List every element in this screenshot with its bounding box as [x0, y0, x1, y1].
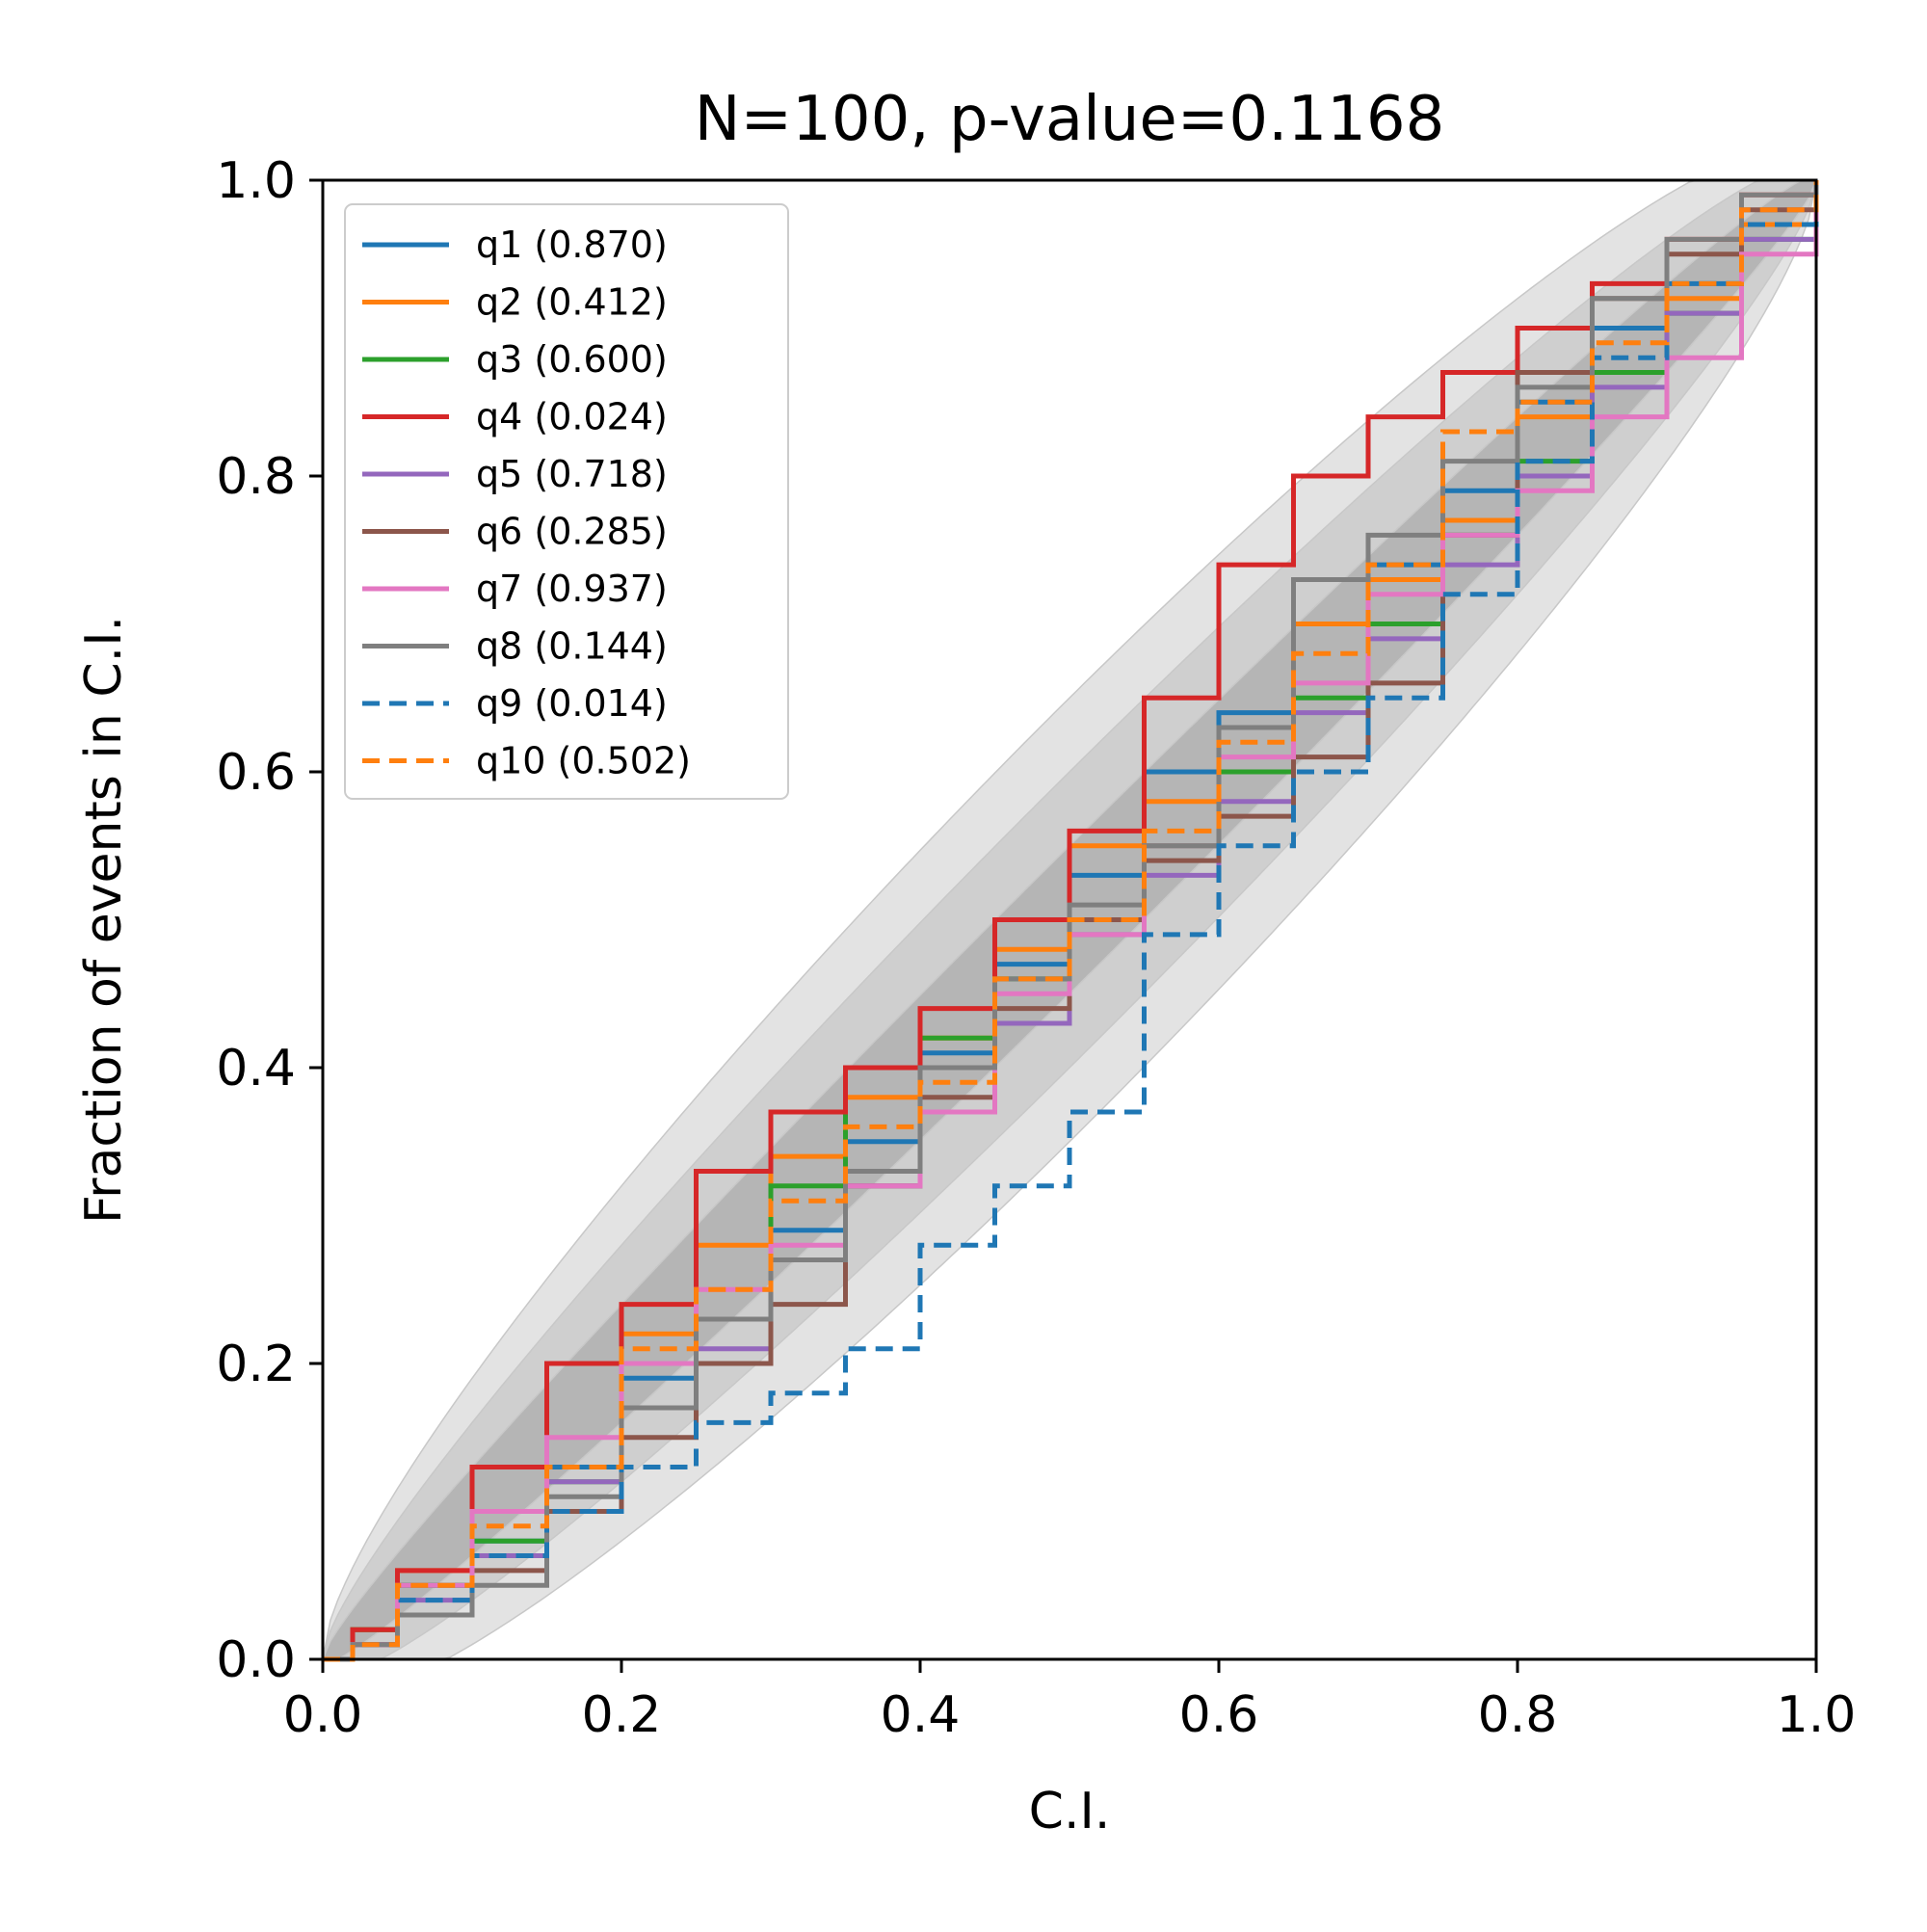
chart-title: N=100, p-value=0.1168 — [695, 84, 1445, 155]
legend-label-q10: q10 (0.502) — [476, 740, 691, 782]
y-tick-label: 0.4 — [216, 1040, 296, 1098]
legend-label-q5: q5 (0.718) — [476, 453, 668, 495]
y-ticks: 0.0 0.2 0.4 0.6 0.8 1.0 — [216, 152, 323, 1689]
series-lines — [323, 180, 1819, 1662]
legend-label-q6: q6 (0.285) — [476, 511, 668, 553]
x-tick-label: 0.8 — [1478, 1686, 1558, 1744]
legend-label-q3: q3 (0.600) — [476, 338, 668, 381]
x-ticks: 0.0 0.2 0.4 0.6 0.8 1.0 — [283, 1659, 1857, 1744]
axes-frame — [321, 178, 1818, 1661]
y-tick-label: 0.2 — [216, 1336, 296, 1393]
x-tick-label: 0.2 — [582, 1686, 662, 1744]
legend-label-q8: q8 (0.144) — [476, 625, 668, 668]
series-line-q10 — [323, 180, 1819, 1662]
y-tick-label: 1.0 — [216, 152, 296, 210]
y-tick-label: 0.0 — [216, 1631, 296, 1689]
legend-label-q7: q7 (0.937) — [476, 568, 668, 610]
y-axis-label: Fraction of events in C.I. — [75, 616, 133, 1224]
x-axis-label: C.I. — [1029, 1783, 1111, 1840]
legend-label-q9: q9 (0.014) — [476, 682, 668, 725]
legend-frame — [344, 203, 789, 800]
x-tick-label: 0.4 — [881, 1686, 961, 1744]
legend-label-q1: q1 (0.870) — [476, 224, 668, 266]
y-tick-label: 0.6 — [216, 744, 296, 802]
series-line-q9 — [323, 180, 1819, 1662]
x-tick-label: 0.6 — [1179, 1686, 1259, 1744]
x-tick-label: 0.0 — [283, 1686, 363, 1744]
x-tick-label: 1.0 — [1777, 1686, 1857, 1744]
y-tick-label: 0.8 — [216, 448, 296, 506]
legend-label-q2: q2 (0.412) — [476, 281, 668, 324]
legend: q1 (0.870) q2 (0.412) q3 (0.600) q4 (0.024)… — [344, 203, 789, 800]
legend-label-q4: q4 (0.024) — [476, 396, 668, 438]
